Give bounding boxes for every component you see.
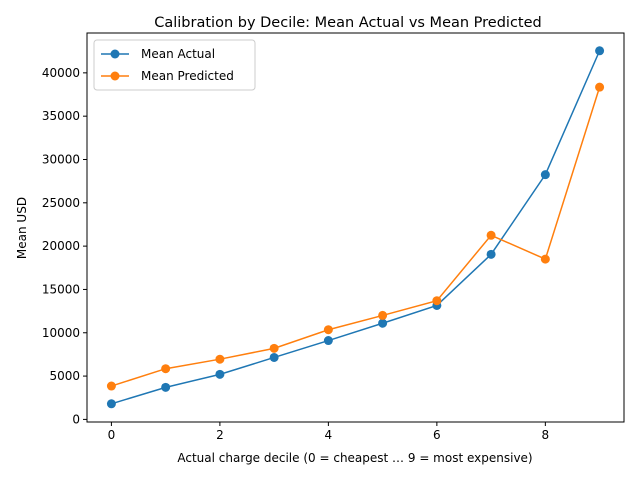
legend: Mean Actual Mean Predicted — [93, 39, 256, 91]
x-tick-label: 8 — [542, 428, 550, 442]
data-point — [269, 343, 279, 353]
x-axis-title: Actual charge decile (0 = cheapest … 9 =… — [177, 451, 532, 465]
data-point — [595, 46, 605, 56]
data-point — [595, 82, 605, 92]
data-point — [378, 318, 388, 328]
y-tick-label: 10000 — [42, 326, 80, 340]
data-point — [161, 382, 171, 392]
data-point — [161, 364, 171, 374]
data-point — [378, 310, 388, 320]
chart-title: Calibration by Decile: Mean Actual vs Me… — [154, 15, 542, 31]
data-point — [540, 170, 550, 180]
y-tick-label: 20000 — [42, 239, 80, 253]
data-point — [540, 254, 550, 264]
legend-marker — [110, 49, 120, 59]
legend-marker — [110, 71, 120, 81]
y-tick-label: 25000 — [42, 196, 80, 210]
data-point — [106, 381, 116, 391]
legend-frame — [93, 39, 256, 91]
series-line — [111, 50, 601, 405]
y-axis: 0 5000 10000 15000 20000 25000 30000 35000 40000 — [42, 66, 87, 426]
data-point — [215, 354, 225, 364]
x-tick-label: 6 — [433, 428, 441, 442]
data-point — [323, 336, 333, 346]
x-tick-label: 4 — [325, 428, 333, 442]
y-tick-label: 30000 — [42, 152, 80, 166]
x-tick-label: 0 — [108, 428, 116, 442]
data-point — [432, 296, 442, 306]
series-layer — [106, 46, 605, 409]
series-mean-actual — [106, 46, 605, 409]
plot-frame — [86, 32, 625, 423]
data-point — [486, 230, 496, 240]
y-tick-label: 0 — [72, 412, 80, 426]
series-mean-predicted — [106, 82, 605, 391]
data-point — [486, 249, 496, 259]
data-point — [269, 352, 279, 362]
y-tick-label: 15000 — [42, 282, 80, 296]
series-line — [111, 86, 601, 387]
legend-label: Mean Actual — [141, 47, 215, 61]
x-axis: 0 2 4 6 8 — [108, 422, 550, 442]
y-tick-label: 35000 — [42, 109, 80, 123]
data-point — [215, 369, 225, 379]
y-axis-title: Mean USD — [15, 197, 29, 259]
data-point — [323, 325, 333, 335]
legend-label: Mean Predicted — [141, 69, 234, 83]
x-tick-label: 2 — [216, 428, 224, 442]
y-tick-label: 5000 — [49, 369, 80, 383]
data-point — [106, 399, 116, 409]
y-tick-label: 40000 — [42, 66, 80, 80]
